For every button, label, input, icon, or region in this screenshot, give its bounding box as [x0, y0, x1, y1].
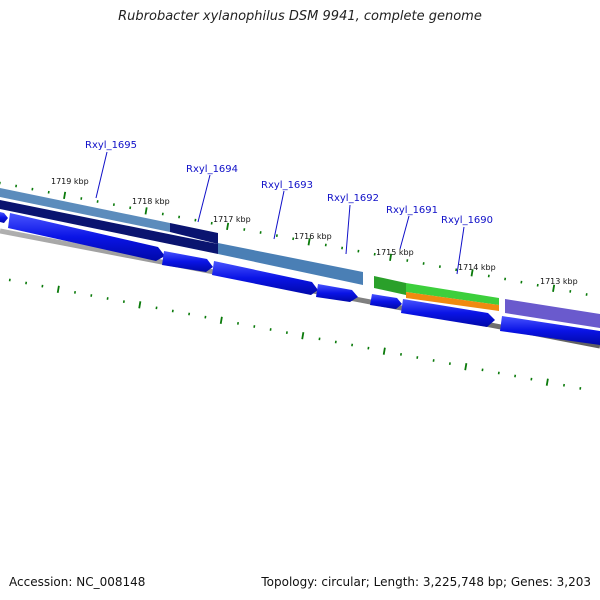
cds-band-navy[interactable] — [0, 200, 218, 254]
cds-band-green-dark[interactable] — [374, 276, 406, 295]
gene-label-link — [273, 190, 285, 240]
gene-label-rxyl-1693[interactable]: Rxyl_1693 — [261, 180, 313, 191]
feature-track — [0, 188, 600, 328]
gene-arrow[interactable] — [162, 251, 213, 272]
tick-row-lower — [8, 278, 582, 390]
major-tick — [56, 285, 60, 293]
kbp-labels: 1719 kbp 1718 kbp 1717 kbp 1716 kbp 1715… — [51, 177, 578, 286]
major-tick — [144, 207, 148, 215]
cds-band-steelblue-left[interactable] — [0, 188, 170, 232]
gene-label-rxyl-1694[interactable]: Rxyl_1694 — [186, 164, 238, 175]
major-tick — [552, 284, 556, 292]
cds-band-green[interactable] — [406, 283, 499, 305]
accession-text: Accession: NC_008148 — [9, 575, 146, 589]
cds-band-orange[interactable] — [406, 292, 499, 311]
gene-label-link — [399, 215, 410, 250]
gene-label-links — [95, 151, 465, 275]
gene-label-link — [95, 151, 108, 199]
tick-row-upper — [0, 181, 588, 296]
major-tick — [63, 191, 67, 200]
major-tick — [545, 378, 549, 386]
gene-arrow[interactable] — [316, 284, 358, 302]
major-tick — [138, 301, 142, 309]
kbp-label: 1718 kbp — [132, 197, 170, 206]
gene-label-rxyl-1695[interactable]: Rxyl_1695 — [85, 140, 137, 151]
major-tick — [226, 222, 230, 231]
major-tick — [301, 332, 305, 340]
gene-arrow[interactable] — [370, 294, 402, 309]
major-tick — [389, 253, 393, 261]
gene-arrow[interactable] — [212, 261, 318, 295]
gene-label-rxyl-1691[interactable]: Rxyl_1691 — [386, 205, 438, 216]
gene-arrow[interactable] — [0, 212, 8, 223]
kbp-label: 1713 kbp — [540, 277, 578, 286]
gene-label-link — [345, 204, 351, 255]
major-tick — [307, 238, 311, 246]
major-tick — [470, 269, 474, 277]
kbp-label: 1717 kbp — [213, 215, 251, 224]
major-tick — [219, 316, 223, 324]
genome-title: Rubrobacter xylanophilus DSM 9941, compl… — [118, 9, 482, 24]
genome-summary-text: Topology: circular; Length: 3,225,748 bp… — [261, 575, 591, 589]
cds-band-steelblue-mid[interactable] — [170, 223, 218, 244]
major-tick — [382, 347, 386, 355]
gene-label-rxyl-1690[interactable]: Rxyl_1690 — [441, 215, 493, 226]
kbp-label: 1719 kbp — [51, 177, 89, 186]
gene-label-rxyl-1692[interactable]: Rxyl_1692 — [327, 193, 379, 204]
major-tick — [464, 363, 468, 371]
gene-arrow[interactable] — [500, 316, 600, 345]
gene-arrows — [0, 212, 600, 345]
kbp-label: 1714 kbp — [458, 263, 496, 272]
gene-arrow[interactable] — [401, 299, 495, 327]
cds-band-purple[interactable] — [505, 299, 600, 328]
cds-band-steelblue-right[interactable] — [218, 243, 363, 285]
kbp-label: 1715 kbp — [376, 248, 414, 257]
kbp-label: 1716 kbp — [294, 232, 332, 241]
gene-labels: Rxyl_1695 Rxyl_1694 Rxyl_1693 Rxyl_1692 … — [85, 140, 493, 226]
gene-arrow[interactable] — [8, 213, 165, 261]
gene-label-link — [197, 174, 211, 223]
gene-label-link — [456, 226, 465, 275]
